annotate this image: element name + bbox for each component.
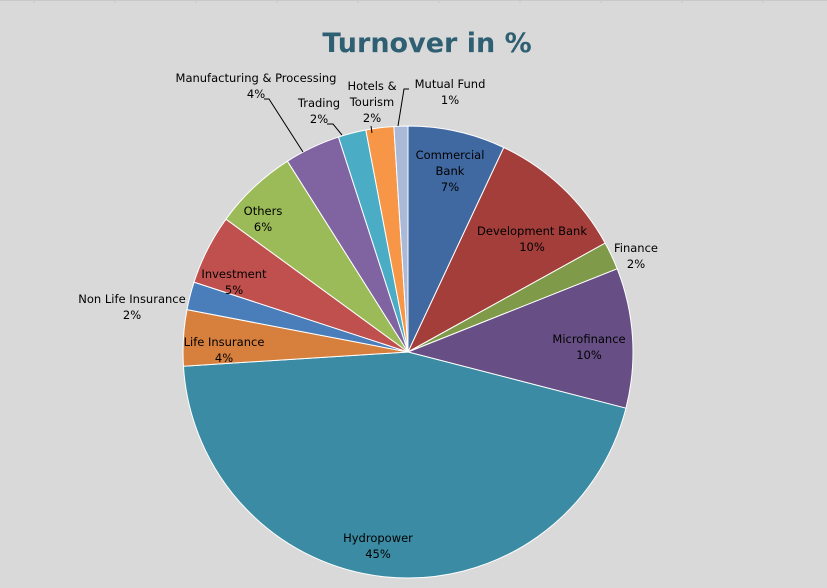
slice-value-trading: 2% [310,112,328,126]
slice-label-manufacturing-processing: Manufacturing & Processing [176,71,337,85]
leader-line-manufacturing-processing [264,98,304,153]
slice-value-hotels-tourism: 2% [363,111,381,125]
slice-labels: Commercial Bank 7% Development Bank 10% Finan… [78,71,658,561]
slice-value-development-bank: 10% [519,240,545,254]
slice-label-hydropower: Hydropower [343,531,413,545]
slice-value-commercial-bank: 7% [441,180,459,194]
spreadsheet-gridlines [0,0,827,3]
slice-label-commercial-bank-line-2: Bank [436,164,465,178]
slice-value-hydropower: 45% [365,547,391,561]
leader-line-hotels-tourism [370,125,373,134]
slice-label-microfinance: Microfinance [552,332,625,346]
pie-slices [182,125,634,579]
slice-label-finance: Finance [614,241,658,255]
slice-value-microfinance: 10% [576,348,602,362]
pie-slice-mutual-fund [393,125,409,353]
pie-slice-microfinance [406,268,634,409]
slice-label-trading: Trading [297,96,340,110]
slice-label-hotels-tourism-line-1: Hotels & [347,79,396,93]
slice-label-hotels-tourism-line-2: Tourism [349,95,395,109]
pie-slice-development-bank [406,146,606,354]
slice-label-investment: Investment [201,267,267,281]
leader-line-trading [327,123,343,136]
slice-label-life-insurance: Life Insurance [184,335,265,349]
leader-line-mutual-fund [397,88,409,127]
slice-label-others: Others [244,204,283,218]
slice-value-mutual-fund: 1% [441,93,459,107]
slice-value-life-insurance: 4% [215,351,233,365]
slice-value-non-life-insurance: 2% [123,308,141,322]
slice-label-development-bank: Development Bank [477,224,587,238]
slice-value-investment: 5% [225,283,243,297]
slice-label-non-life-insurance: Non Life Insurance [78,292,185,306]
pie-slice-hydropower [182,351,627,579]
slice-label-commercial-bank-line-1: Commercial [416,148,485,162]
slice-value-manufacturing-processing: 4% [247,87,265,101]
slice-value-finance: 2% [627,257,645,271]
slice-label-mutual-fund: Mutual Fund [415,77,486,91]
chart-title: Turnover in % [322,28,531,59]
leader-lines [264,88,409,153]
slice-value-others: 6% [254,220,272,234]
